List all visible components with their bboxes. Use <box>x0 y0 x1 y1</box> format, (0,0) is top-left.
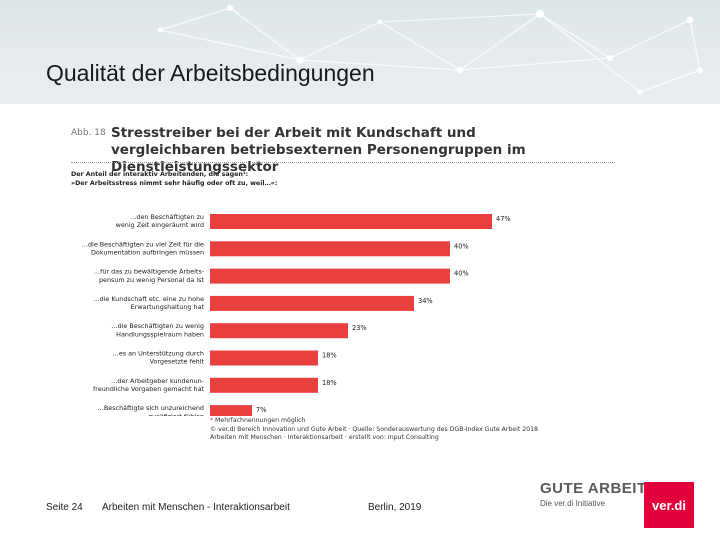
footer-place-date: Berlin, 2019 <box>368 502 422 513</box>
bar <box>210 405 252 416</box>
category-label: wenig Zeit eingeräumt wird <box>116 221 204 229</box>
category-label: …die Kundschaft etc. eine zu hohe <box>93 295 204 303</box>
bar <box>210 268 450 284</box>
chart-footnote: * Mehrfachnennungen möglich © ver.di Ber… <box>210 417 610 443</box>
category-label: …die Beschäftigten zu viel Zeit für die <box>82 240 204 248</box>
header-banner <box>0 0 720 104</box>
category-label: freundliche Vorgaben gemacht hat <box>93 385 204 393</box>
bar <box>210 295 414 311</box>
figure-label: Abb. 18 <box>71 128 106 138</box>
chart-title: Stresstreiber bei der Arbeit mit Kundsch… <box>111 125 526 175</box>
category-label: Handlungsspielraum haben <box>116 330 204 338</box>
category-label: …den Beschäftigten zu <box>130 213 204 221</box>
footer-subtitle: Arbeiten mit Menschen - Interaktionsarbe… <box>102 502 290 513</box>
network-decoration <box>157 5 703 95</box>
gute-arbeit-logo: GUTE ARBEIT Die ver.di Initiative <box>540 480 646 514</box>
footnote-credit: Arbeiten mit Menschen · Interaktionsarbe… <box>210 434 439 442</box>
footnote-multiple: Mehrfachnennungen möglich <box>213 417 306 424</box>
footer-page-number: Seite 24 <box>46 502 83 513</box>
figure-panel: Abb. 18 Stresstreiber bei der Arbeit mit… <box>63 116 615 474</box>
category-label: qualifiziert fühlen <box>148 412 204 416</box>
bar <box>210 350 318 366</box>
chart-intro: Der Anteil der interaktiv Arbeitenden, d… <box>71 170 277 188</box>
bar-value-label: 7% <box>256 406 266 414</box>
divider <box>71 162 615 163</box>
bar <box>210 241 450 257</box>
intro-line-1: Der Anteil der interaktiv Arbeitenden, d… <box>71 171 249 178</box>
bar <box>210 377 318 393</box>
bar-value-label: 47% <box>496 215 511 223</box>
category-label: …die Beschäftigten zu wenig <box>111 322 204 330</box>
footnote-star: * <box>210 417 214 424</box>
gute-arbeit-logo-subtitle: Die ver.di Initiative <box>540 499 605 508</box>
bar-value-label: 40% <box>454 270 469 278</box>
category-label: pensum zu wenig Personal da ist <box>99 276 204 284</box>
gute-arbeit-logo-text: GUTE ARBEIT <box>540 480 647 497</box>
bar <box>210 323 348 339</box>
bar-value-label: 18% <box>322 379 337 387</box>
bar-value-label: 23% <box>352 324 367 332</box>
intro-line-2: »Der Arbeitsstress nimmt sehr häufig ode… <box>71 180 278 187</box>
category-label: …der Arbeitgeber kundenun- <box>111 377 204 385</box>
category-label: Erwartungshaltung hat <box>131 303 205 311</box>
category-label: Dokumentation aufbringen müssen <box>91 249 204 257</box>
bar-value-label: 40% <box>454 242 469 250</box>
category-label: …es an Unterstützung durch <box>112 350 204 358</box>
footnote-source: © ver.di Bereich Innovation und Gute Arb… <box>210 425 538 433</box>
page-title: Qualität der Arbeitsbedingungen <box>46 60 375 86</box>
bar-value-label: 18% <box>322 352 337 360</box>
bar <box>210 214 492 229</box>
verdi-logo: ver.di <box>644 482 694 528</box>
verdi-logo-background <box>644 482 694 528</box>
verdi-logo-text: ver.di <box>652 498 686 513</box>
category-label: Vorgesetzte fehlt <box>150 358 205 366</box>
bar-value-label: 34% <box>418 297 433 305</box>
category-label: …Beschäftigte sich unzureichend <box>98 404 204 412</box>
category-label: …für das zu bewältigende Arbeits- <box>94 268 204 276</box>
